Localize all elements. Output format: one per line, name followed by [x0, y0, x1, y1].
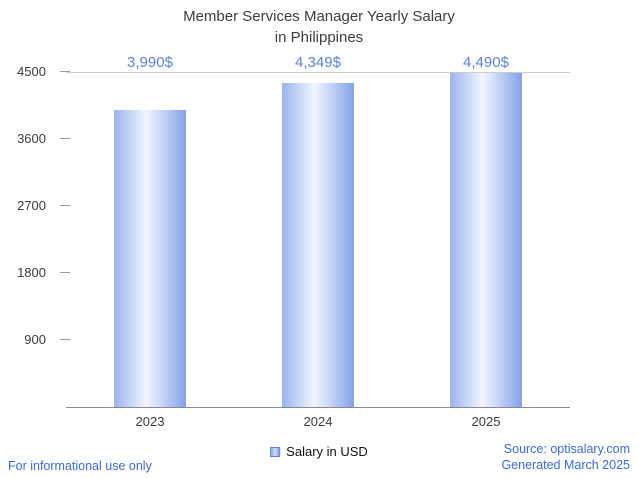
y-tick-label-1800: 1800: [17, 265, 46, 280]
y-axis-labels: 900 1800 2700 3600 4500: [2, 64, 54, 407]
bottom-band: Salary in USD For informational use only…: [0, 438, 638, 478]
bar-value-label-2024: 4,349$: [295, 54, 341, 71]
top-gridline: [66, 72, 570, 73]
y-tick-label-4500: 4500: [17, 64, 46, 79]
bar-cell-2023: [66, 72, 234, 407]
chart-title-line1: Member Services Manager Yearly Salary: [183, 8, 455, 25]
bar-value-labels-row: 3,990$ 4,349$ 4,490$: [66, 54, 570, 71]
bar-cell-2025: [402, 72, 570, 407]
x-axis-labels: 2023 2024 2025: [66, 414, 570, 429]
source-attribution: Source: optisalary.com Generated March 2…: [501, 441, 630, 474]
x-axis-label-2024: 2024: [303, 414, 333, 429]
y-tick-label-2700: 2700: [17, 198, 46, 213]
bar-value-label-2025: 4,490$: [463, 54, 509, 71]
generated-date: Generated March 2025: [501, 457, 630, 472]
legend-swatch-icon: [270, 446, 281, 457]
plot-area: 900 1800 2700 3600 4500: [17, 64, 570, 408]
y-tick-mark-1800: [60, 272, 70, 273]
bars-row: [66, 72, 570, 407]
y-tick-mark-4500: [60, 71, 70, 72]
y-tick-label-3600: 3600: [17, 131, 46, 146]
y-tick-label-900: 900: [24, 332, 46, 347]
bar-cell-2024: [234, 72, 402, 407]
x-axis-label-2025: 2025: [471, 414, 501, 429]
bar-2023: [114, 109, 186, 407]
legend-label: Salary in USD: [286, 444, 368, 459]
bar-2025: [450, 72, 522, 407]
y-tick-mark-2700: [60, 205, 70, 206]
y-tick-mark-3600: [60, 138, 70, 139]
source-link[interactable]: Source: optisalary.com: [503, 441, 630, 456]
y-tick-mark-900: [60, 339, 70, 340]
chart-title-line2: in Philippines: [274, 29, 364, 46]
x-axis-label-2023: 2023: [135, 414, 165, 429]
bar-2024: [282, 83, 354, 407]
bar-value-label-2023: 3,990$: [127, 54, 173, 71]
chart-title: Member Services Manager Yearly Salary in…: [0, 6, 638, 48]
disclaimer-text: For informational use only: [8, 459, 152, 473]
legend: Salary in USD: [270, 444, 368, 459]
